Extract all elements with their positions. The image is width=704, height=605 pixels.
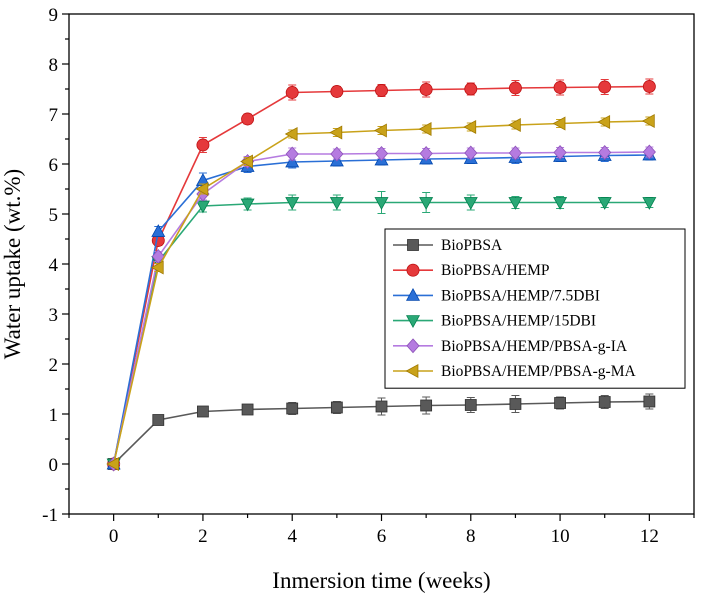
data-point [285, 86, 299, 99]
data-point [419, 83, 433, 96]
data-point [329, 197, 344, 210]
x-axis-title: Inmersion time (weeks) [272, 568, 490, 593]
y-tick-label: 4 [49, 255, 59, 276]
data-point [464, 145, 478, 161]
legend-marker [406, 263, 420, 277]
data-point [598, 145, 612, 160]
x-tick-label: 0 [109, 526, 119, 547]
data-point [553, 81, 567, 94]
legend-label: BioPBSA/HEMP [441, 262, 550, 279]
legend-label: BioPBSA/HEMP/PBSA-g-IA [441, 338, 628, 355]
data-point [329, 125, 343, 140]
data-point [374, 197, 389, 210]
data-point [151, 224, 166, 237]
y-tick-label: 2 [49, 355, 59, 376]
y-tick-label: -1 [42, 505, 58, 526]
x-tick-label: 10 [551, 526, 570, 547]
legend-label: BioPBSA [441, 237, 503, 254]
data-point [552, 116, 566, 131]
data-point [598, 80, 612, 94]
data-point [509, 398, 522, 410]
y-axis-title: Water uptake (wt.%) [0, 169, 25, 359]
legend-marker [406, 338, 420, 354]
data-point [508, 81, 522, 95]
x-tick-label: 2 [198, 526, 208, 547]
data-point [330, 401, 343, 414]
data-point [241, 112, 255, 126]
data-point [195, 181, 209, 197]
data-point [106, 456, 119, 472]
legend: BioPBSA BioPBSA/HEMP BioPBSA/HEMP/7.5DBI Bi… [384, 228, 686, 389]
data-point [330, 85, 344, 98]
series-biopbsa-hemp [107, 78, 656, 471]
data-point [419, 197, 434, 210]
y-tick-label: 3 [49, 305, 59, 326]
legend-label: BioPBSA/HEMP/15DBI [441, 313, 596, 330]
series-biopbsa [107, 393, 656, 470]
legend-label: BioPBSA/HEMP/7.5DBI [441, 287, 600, 304]
legend-marker [405, 363, 419, 379]
data-point [375, 400, 388, 413]
data-point [641, 113, 655, 129]
data-point [507, 117, 521, 133]
y-tick-label: 0 [49, 455, 59, 476]
data-point [241, 403, 254, 416]
data-point [374, 146, 389, 161]
data-point [419, 146, 433, 161]
legend-label: BioPBSA/HEMP/PBSA-g-MA [441, 363, 636, 380]
data-point [553, 197, 568, 210]
data-point [508, 197, 523, 210]
data-point [150, 260, 164, 275]
y-tick-label: 1 [49, 405, 59, 426]
data-point [374, 123, 387, 138]
x-tick-label: 4 [287, 526, 297, 547]
legend-marker [405, 287, 421, 301]
data-point [196, 138, 210, 152]
data-point [240, 198, 255, 212]
y-tick-label: 7 [49, 105, 59, 126]
data-point [463, 197, 478, 210]
data-point [152, 414, 165, 426]
data-point [642, 80, 656, 93]
data-point [597, 197, 612, 210]
data-point [642, 197, 657, 210]
data-point [418, 121, 432, 137]
data-point [240, 154, 253, 169]
data-point [554, 397, 566, 409]
data-point [464, 82, 478, 96]
y-tick-label: 8 [49, 55, 59, 76]
x-axis: 0 2 4 6 8 10 12 [68, 514, 695, 547]
data-point [598, 396, 611, 408]
series-layer [106, 78, 657, 472]
data-point [285, 197, 300, 210]
x-tick-label: 8 [466, 526, 476, 547]
x-tick-label: 6 [377, 526, 387, 547]
legend-marker [407, 239, 419, 251]
data-point [286, 402, 299, 415]
data-point [285, 146, 299, 162]
data-point [463, 119, 477, 135]
data-point [464, 399, 477, 411]
data-point [508, 145, 523, 161]
legend-marker [405, 315, 421, 329]
series-biopbsa-hemp-pbsa-g-ma [106, 113, 655, 472]
y-axis: -1 0 1 2 3 4 5 6 7 8 9 [42, 5, 69, 526]
legend-box [384, 228, 686, 389]
data-point [643, 395, 656, 408]
x-tick-label: 12 [640, 526, 659, 547]
data-point [375, 84, 388, 97]
data-point [284, 126, 298, 142]
data-point [553, 145, 567, 160]
data-point [420, 399, 433, 412]
data-point [597, 114, 611, 130]
y-tick-label: 9 [49, 5, 59, 26]
data-point [330, 146, 344, 162]
data-point [197, 405, 209, 418]
data-point [642, 144, 656, 160]
y-tick-label: 6 [49, 155, 59, 176]
y-tick-label: 5 [49, 205, 59, 226]
